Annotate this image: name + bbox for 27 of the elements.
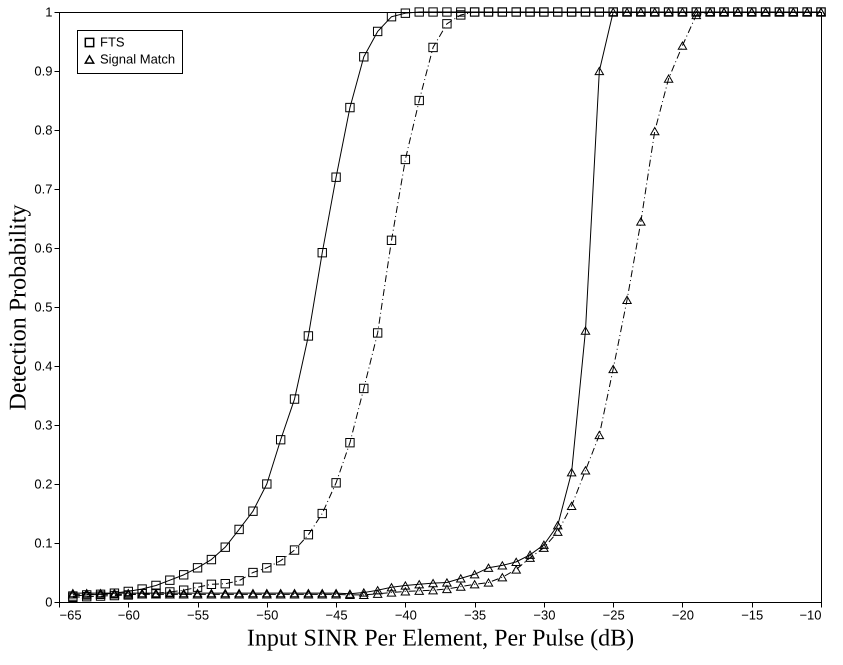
y-tick-label: 0.5 bbox=[34, 300, 52, 314]
y-tick-label: 0.1 bbox=[34, 536, 52, 550]
x-tick-label: −30 bbox=[533, 608, 556, 622]
x-axis-title: Input SINR Per Element, Per Pulse (dB) bbox=[246, 626, 634, 652]
y-axis-title: Detection Probability bbox=[5, 204, 32, 410]
legend-label: FTS bbox=[100, 34, 125, 50]
x-tick-label: −35 bbox=[464, 608, 486, 622]
x-tick-label: −15 bbox=[741, 608, 764, 622]
y-tick-label: 1 bbox=[45, 4, 52, 20]
x-tick-label: −25 bbox=[602, 608, 625, 622]
x-tick-label: −45 bbox=[326, 608, 348, 622]
legend-label: Signal Match bbox=[100, 52, 176, 66]
y-tick-label: 0.9 bbox=[34, 64, 52, 78]
x-tick-label: −60 bbox=[118, 608, 140, 622]
y-tick-label: 0 bbox=[45, 594, 52, 610]
y-tick-label: 0.8 bbox=[34, 122, 52, 138]
y-tick-label: 0.3 bbox=[34, 418, 52, 432]
x-tick-label: −50 bbox=[256, 608, 278, 622]
y-tick-label: 0.7 bbox=[34, 182, 52, 196]
y-tick-label: 0.2 bbox=[34, 476, 52, 492]
x-tick-label: −10 bbox=[799, 608, 822, 622]
x-tick-label: −55 bbox=[187, 608, 210, 622]
x-tick-label: −20 bbox=[672, 608, 694, 622]
x-tick-label: −65 bbox=[60, 608, 82, 622]
y-tick-label: 0.4 bbox=[34, 358, 52, 374]
x-tick-label: −40 bbox=[394, 608, 417, 622]
y-tick-label: 0.6 bbox=[34, 240, 52, 256]
